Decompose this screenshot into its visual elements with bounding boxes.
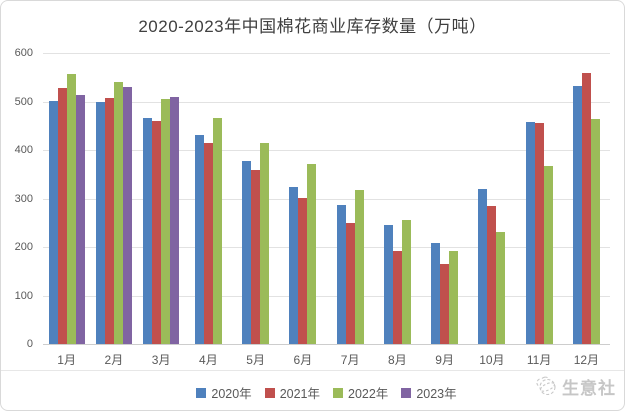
bar-7月-2022年 [354, 189, 364, 344]
gridline-400 [43, 150, 610, 151]
bar-8月-2020年 [383, 225, 393, 344]
bar-4月-2022年 [212, 117, 222, 344]
bar-11月-2021年 [534, 123, 544, 344]
legend-swatch-2021年 [264, 387, 275, 398]
globe-sketch-icon [536, 376, 556, 396]
y-tick-label-400: 400 [14, 144, 33, 156]
gridline-600 [43, 53, 610, 54]
bar-6月-2022年 [307, 164, 317, 344]
watermark-brand: 生意社 [562, 378, 616, 398]
divider-line [1, 370, 624, 371]
bar-8月-2022年 [401, 219, 411, 344]
bar-9月-2020年 [431, 243, 441, 344]
bar-2月-2022年 [113, 81, 123, 344]
x-tick-label-8月: 8月 [388, 353, 407, 367]
watermark: 生意社 [533, 373, 616, 399]
x-tick-label-6月: 6月 [293, 353, 313, 367]
bar-9月-2021年 [440, 263, 450, 344]
x-tick-label-12月: 12月 [573, 353, 600, 367]
x-tick-label-11月: 11月 [526, 353, 552, 367]
bar-2月-2020年 [95, 102, 105, 344]
bar-11月-2020年 [525, 122, 535, 344]
bar-3月-2023年 [170, 96, 180, 344]
bar-10月-2022年 [496, 231, 506, 344]
bar-12月-2020年 [572, 85, 582, 344]
gridline-100 [43, 295, 610, 297]
legend-item-2023年: 2023年 [401, 383, 457, 402]
bar-3月-2022年 [161, 98, 171, 344]
bar-7月-2021年 [345, 223, 355, 344]
bar-1月-2023年 [75, 95, 85, 344]
x-tick-label-4月: 4月 [199, 353, 218, 367]
x-tick-label-10月: 10月 [479, 353, 505, 367]
bar-7月-2020年 [336, 205, 346, 344]
legend-label-2020年: 2020年 [211, 387, 252, 401]
bar-12月-2021年 [581, 73, 591, 344]
bar-4月-2020年 [194, 135, 204, 344]
legend-item-2022年: 2022年 [333, 383, 388, 402]
bar-10月-2021年 [487, 206, 497, 344]
y-tick-label-0: 0 [26, 338, 33, 350]
legend-label-2021年: 2021年 [279, 387, 320, 401]
legend-label-2023年: 2023年 [416, 387, 457, 401]
y-tick-label-100: 100 [14, 289, 33, 302]
bar-8月-2021年 [392, 250, 402, 344]
bar-2月-2023年 [122, 86, 132, 344]
plot-area [43, 53, 610, 345]
bar-11月-2022年 [543, 165, 553, 344]
y-tick-label-300: 300 [14, 192, 33, 205]
y-tick-label-200: 200 [14, 241, 33, 253]
bar-4月-2021年 [203, 143, 213, 344]
bar-9月-2022年 [449, 250, 459, 344]
legend-item-2021年: 2021年 [264, 383, 320, 402]
bar-1月-2020年 [48, 101, 58, 344]
legend-swatch-2022年 [333, 387, 343, 398]
x-tick-label-5月: 5月 [246, 353, 265, 367]
legend-item-2020年: 2020年 [196, 383, 252, 402]
bar-6月-2020年 [289, 187, 299, 344]
gridline-200 [43, 247, 610, 248]
x-tick-label-2月: 2月 [104, 353, 124, 367]
x-tick-label-7月: 7月 [340, 353, 360, 367]
bar-1月-2021年 [57, 88, 67, 344]
bar-5月-2020年 [242, 161, 252, 344]
legend-label-2022年: 2022年 [348, 387, 389, 401]
bar-6月-2021年 [298, 198, 308, 344]
gridline-500 [43, 101, 610, 103]
bar-5月-2022年 [260, 142, 270, 344]
x-tick-label-9月: 9月 [435, 353, 454, 367]
gridline-0 [43, 344, 610, 345]
bar-1月-2022年 [66, 74, 76, 344]
gridline-300 [43, 198, 610, 200]
bar-3月-2020年 [143, 118, 153, 344]
bar-3月-2021年 [152, 120, 162, 344]
legend-swatch-2023年 [401, 387, 412, 398]
bar-2月-2021年 [104, 98, 114, 344]
y-tick-label-600: 600 [14, 47, 33, 59]
y-tick-label-500: 500 [14, 95, 33, 108]
x-tick-label-1月: 1月 [57, 353, 76, 367]
legend-swatch-2020年 [196, 387, 207, 398]
bar-10月-2020年 [478, 188, 488, 344]
x-tick-label-3月: 3月 [151, 353, 171, 367]
bar-12月-2022年 [590, 119, 600, 344]
chart-title: 2020-2023年中国棉花商业库存数量（万吨） [138, 17, 487, 36]
bar-5月-2021年 [251, 170, 261, 344]
legend: 2020年 2021年 2022年 2023年 [43, 383, 610, 402]
